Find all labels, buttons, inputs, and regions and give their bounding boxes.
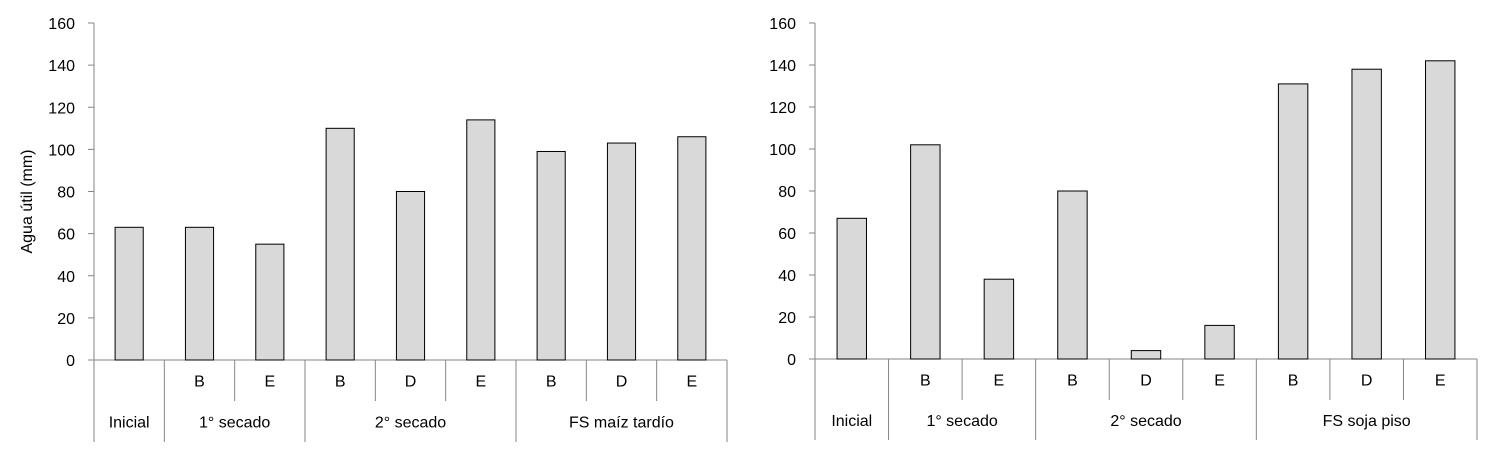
x-group-label: 2° secado — [1110, 413, 1181, 430]
y-tick-label: 20 — [778, 310, 796, 327]
x-category-label: B — [194, 374, 205, 391]
x-group-label: Inicial — [109, 415, 150, 432]
x-category-label: D — [1140, 373, 1152, 390]
y-tick-label: 140 — [48, 58, 75, 75]
y-tick-label: 40 — [778, 268, 796, 285]
y-tick-label: 160 — [48, 16, 75, 33]
bar — [395, 191, 426, 361]
bar — [255, 243, 285, 361]
y-tick-label: 60 — [778, 226, 796, 243]
y-tick-label: 140 — [769, 58, 796, 75]
bar — [114, 226, 144, 361]
x-category-label: B — [1288, 373, 1299, 390]
x-group-label: 1° secado — [926, 413, 997, 430]
x-group-label: 2° secado — [375, 415, 446, 432]
y-tick-label: 60 — [57, 227, 75, 244]
x-category-label: E — [686, 374, 697, 391]
x-category-label: B — [335, 374, 346, 391]
bar — [1277, 83, 1309, 360]
y-tick-label: 100 — [769, 142, 796, 159]
x-category-label: E — [1435, 373, 1446, 390]
x-group-label: FS soja piso — [1323, 413, 1411, 430]
y-tick-label: 40 — [57, 269, 75, 286]
x-category-label: D — [1361, 373, 1373, 390]
y-tick-label: 120 — [769, 100, 796, 117]
right-chart-panel: 0 20 40 60 80 100 120 140 160 B E B D E B D E Inicial 1° s… — [769, 16, 1478, 440]
x-category-label: E — [994, 373, 1005, 390]
y-tick-label: 120 — [48, 100, 75, 117]
y-tick-label: 100 — [48, 142, 75, 159]
left-chart-panel: 0 20 40 60 80 100 120 140 160 Agua útil (mm) B E B D E… — [19, 16, 728, 442]
x-category-label: E — [475, 374, 486, 391]
bar — [1425, 60, 1456, 360]
x-category-label: D — [405, 374, 417, 391]
bar — [606, 142, 637, 361]
bar — [466, 119, 496, 361]
y-tick-label: 20 — [57, 311, 75, 328]
y-tick-label: 80 — [778, 184, 796, 201]
bar — [677, 136, 707, 361]
bar — [1057, 190, 1088, 360]
x-group-label: FS maíz tardío — [569, 415, 674, 432]
x-group-label: 1° secado — [199, 415, 270, 432]
bar — [325, 127, 355, 361]
x-category-label: D — [616, 374, 628, 391]
bar — [910, 144, 941, 360]
bar — [184, 226, 215, 361]
x-category-label: B — [546, 374, 557, 391]
bar — [1351, 68, 1382, 360]
y-tick-label: 160 — [769, 16, 796, 33]
bar — [1204, 324, 1235, 360]
x-category-label: E — [264, 374, 275, 391]
bar — [983, 278, 1015, 360]
bar — [536, 150, 566, 361]
y-tick-label: 0 — [66, 353, 75, 370]
bar — [1130, 350, 1162, 360]
x-category-label: B — [920, 373, 931, 390]
bar — [836, 217, 867, 360]
y-axis-title: Agua útil (mm) — [19, 149, 36, 253]
x-group-label: Inicial — [831, 413, 872, 430]
x-category-label: B — [1067, 373, 1078, 390]
y-tick-label: 0 — [787, 352, 796, 369]
x-category-label: E — [1214, 373, 1225, 390]
y-tick-label: 80 — [57, 185, 75, 202]
